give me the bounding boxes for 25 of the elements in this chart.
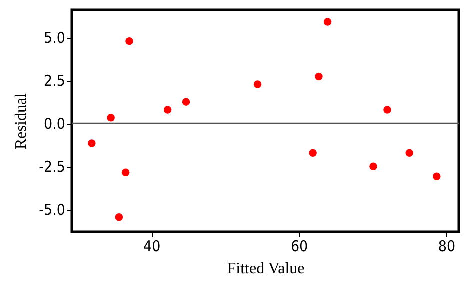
point: [122, 168, 130, 176]
point: [384, 106, 392, 114]
point: [107, 114, 115, 122]
y-tick-label: -2.5: [39, 158, 66, 176]
point: [164, 106, 172, 114]
x-axis-title: Fitted Value: [227, 260, 305, 278]
point: [433, 172, 441, 180]
y-tick-label: 2.5: [44, 72, 66, 90]
x-tick-label: 60: [290, 238, 308, 256]
point: [370, 162, 378, 170]
point: [324, 18, 332, 26]
point: [115, 214, 124, 222]
point: [309, 149, 317, 158]
y-tick-label: -5.0: [39, 201, 66, 220]
point: [88, 140, 96, 148]
point: [182, 98, 190, 106]
y-tick-label: 0.0: [44, 115, 66, 134]
point: [126, 37, 134, 46]
x-tick-label: 40: [144, 238, 161, 256]
point: [254, 80, 262, 88]
y-tick-label: 5.0: [44, 29, 66, 48]
y-axis-title: Residual: [13, 92, 30, 150]
x-tick-label: 80: [438, 238, 456, 256]
point: [406, 149, 414, 158]
point: [315, 72, 323, 81]
